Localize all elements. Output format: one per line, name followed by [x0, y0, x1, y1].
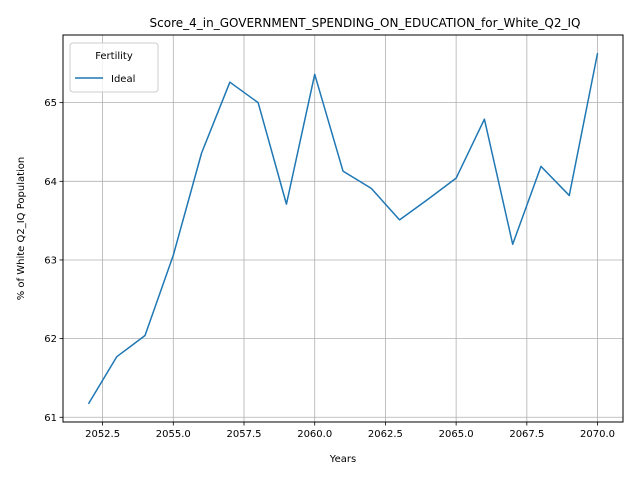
y-tick-label: 64 [44, 177, 57, 188]
chart-title: Score_4_in_GOVERNMENT_SPENDING_ON_EDUCAT… [150, 16, 581, 30]
legend: Fertility Ideal [69, 42, 159, 93]
legend-title: Fertility [95, 51, 133, 62]
y-axis-label: % of White Q2_IQ Population [16, 157, 27, 301]
grid-lines [63, 35, 623, 422]
y-tick-label: 61 [44, 413, 57, 424]
legend-label-ideal: Ideal [111, 74, 135, 85]
x-tick-label: 2065.0 [439, 429, 474, 440]
y-tick-label: 65 [44, 98, 57, 109]
x-tick-label: 2057.5 [227, 429, 262, 440]
plot-area-frame [62, 34, 624, 423]
x-axis-ticks: 2052.5 2055.0 2057.5 2060.0 2062.5 2065.0 2067… [85, 422, 615, 440]
y-tick-label: 62 [44, 334, 57, 345]
series-layer [87, 52, 599, 405]
x-tick-label: 2067.5 [509, 429, 544, 440]
x-tick-label: 2060.0 [297, 429, 332, 440]
x-tick-label: 2062.5 [368, 429, 403, 440]
x-tick-label: 2070.0 [580, 429, 615, 440]
y-axis-ticks: 61 62 63 64 65 [44, 98, 63, 424]
y-tick-label: 63 [44, 255, 57, 266]
x-tick-label: 2052.5 [85, 429, 120, 440]
legend-box [69, 42, 159, 93]
x-axis-label: Years [329, 454, 356, 465]
x-tick-label: 2055.0 [156, 429, 191, 440]
